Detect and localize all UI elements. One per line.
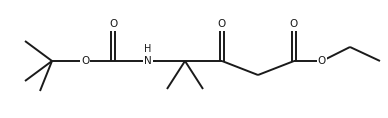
Text: O: O [109, 19, 117, 29]
Text: O: O [318, 56, 326, 66]
Text: H: H [144, 44, 152, 54]
Text: N: N [144, 56, 152, 66]
Text: O: O [218, 19, 226, 29]
Text: O: O [290, 19, 298, 29]
Text: O: O [81, 56, 89, 66]
